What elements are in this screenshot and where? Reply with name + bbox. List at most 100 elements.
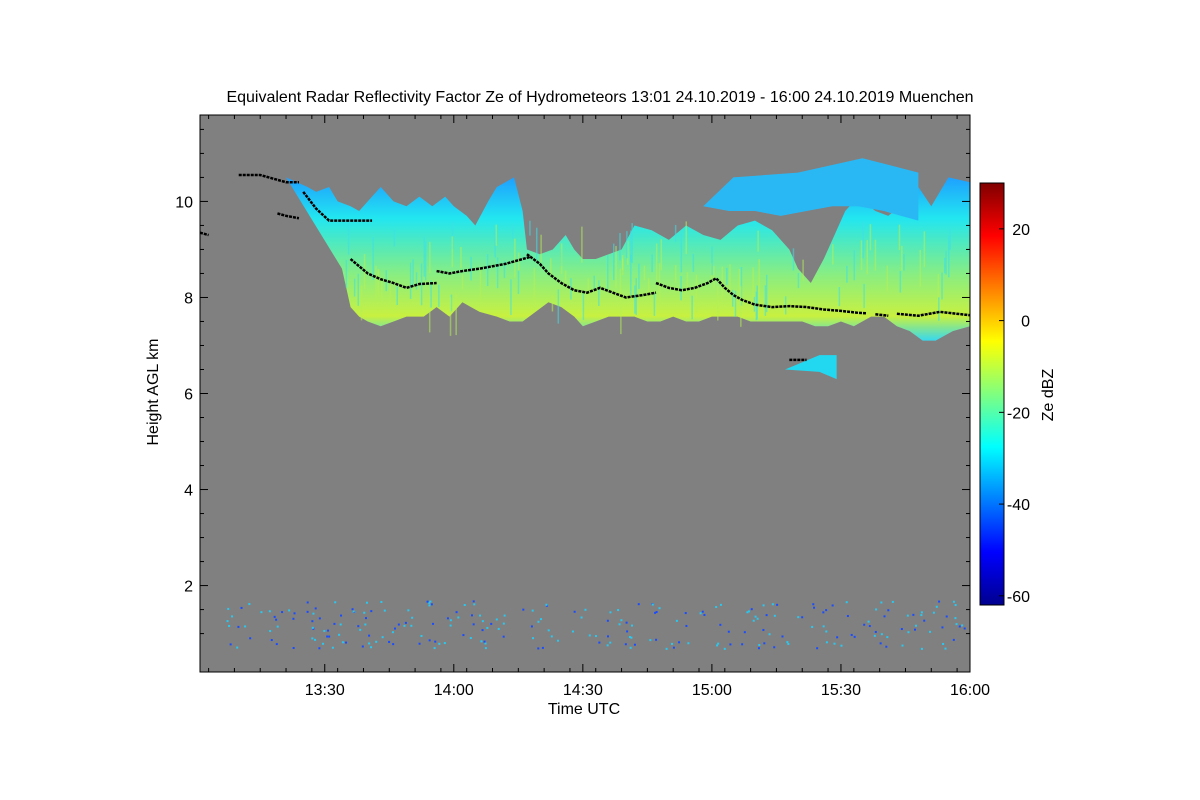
clutter-point [625, 621, 628, 624]
clutter-point [699, 612, 702, 615]
clutter-point [339, 623, 342, 626]
clutter-point [850, 633, 853, 636]
plot-area [200, 115, 970, 672]
clutter-point [609, 611, 612, 614]
clutter-point [618, 623, 621, 626]
ceilometer-cloud-base [302, 191, 373, 222]
clutter-point [539, 618, 542, 621]
clutter-point [771, 603, 774, 606]
clutter-point [716, 644, 719, 647]
clutter-point [963, 627, 966, 630]
clutter-point [754, 615, 757, 618]
clutter-point [537, 620, 540, 623]
clutter-point [237, 625, 240, 628]
clutter-point [891, 600, 894, 603]
clutter-point [228, 624, 231, 627]
clutter-point [394, 627, 397, 630]
clutter-point [311, 620, 314, 623]
clutter-point [658, 607, 661, 610]
cloud-echo-small [785, 355, 837, 380]
clutter-point [816, 647, 819, 650]
clutter-point [359, 628, 362, 631]
ceilometer-cloud-base [349, 258, 437, 290]
clutter-point [537, 647, 540, 650]
clutter-point [357, 625, 360, 628]
clutter-point [434, 640, 437, 643]
clutter-point [430, 603, 433, 606]
clutter-point [428, 601, 431, 604]
y-tick-label: 2 [184, 579, 193, 596]
clutter-point [588, 634, 591, 637]
clutter-point [628, 635, 631, 638]
clutter-point [787, 642, 790, 645]
clutter-point [244, 625, 247, 628]
clutter-point [743, 631, 746, 634]
clutter-point [281, 611, 284, 614]
clutter-point [684, 612, 687, 615]
clutter-point [594, 635, 597, 638]
clutter-point [275, 618, 278, 621]
clutter-point [678, 641, 681, 644]
clutter-point [571, 630, 574, 633]
clutter-point [633, 643, 636, 646]
clutter-point [773, 614, 776, 617]
x-tick-label: 14:30 [563, 682, 603, 699]
clutter-point [446, 617, 449, 620]
clutter-point [484, 642, 487, 645]
clutter-point [825, 630, 828, 633]
clutter-point [481, 629, 484, 632]
clutter-point [327, 629, 330, 632]
clutter-point [675, 619, 678, 622]
clutter-point [321, 642, 324, 645]
clutter-point [938, 600, 941, 603]
clutter-point [314, 607, 317, 610]
clutter-point [312, 612, 315, 615]
clutter-point [503, 614, 506, 617]
clutter-point [497, 627, 500, 630]
clutter-point [606, 644, 609, 647]
clutter-point [845, 601, 848, 604]
clutter-point [873, 634, 876, 637]
clutter-point [341, 641, 344, 644]
clutter-point [391, 631, 394, 634]
clutter-point [637, 603, 640, 606]
clutter-point [923, 619, 926, 622]
clutter-point [420, 634, 423, 637]
clutter-point [822, 611, 825, 614]
clutter-point [311, 626, 314, 629]
colorbar-label: Ze dBZ [1040, 369, 1057, 422]
clutter-point [811, 625, 814, 628]
clutter-point [469, 637, 472, 640]
clutter-point [292, 646, 295, 649]
ceilometer-cloud-base [436, 255, 532, 275]
ceilometer-cloud-base [655, 276, 867, 315]
clutter-point [961, 624, 964, 627]
clutter-point [231, 615, 234, 618]
clutter-point [762, 604, 765, 607]
clutter-point [380, 600, 383, 603]
clutter-point [687, 642, 690, 645]
clutter-point [719, 623, 722, 626]
clutter-point [428, 604, 431, 607]
clutter-point [397, 623, 400, 626]
clutter-point [547, 629, 550, 632]
clutter-point [462, 634, 465, 637]
clutter-point [703, 613, 706, 616]
clutter-point [655, 638, 658, 641]
clutter-point [840, 644, 843, 647]
clutter-point [630, 636, 633, 639]
clutter-point [885, 645, 888, 648]
clutter-point [364, 617, 367, 620]
x-tick-label: 14:00 [434, 682, 474, 699]
x-tick-label: 13:30 [305, 682, 345, 699]
clutter-point [935, 605, 938, 608]
colorbar-tick-label: 0 [1021, 314, 1030, 331]
clutter-point [685, 624, 688, 627]
clutter-point [404, 621, 407, 624]
clutter-point [958, 625, 961, 628]
clutter-point [609, 641, 612, 644]
clutter-point [410, 624, 413, 627]
clutter-point [318, 617, 321, 620]
clutter-point [381, 636, 384, 639]
clutter-point [954, 604, 957, 607]
